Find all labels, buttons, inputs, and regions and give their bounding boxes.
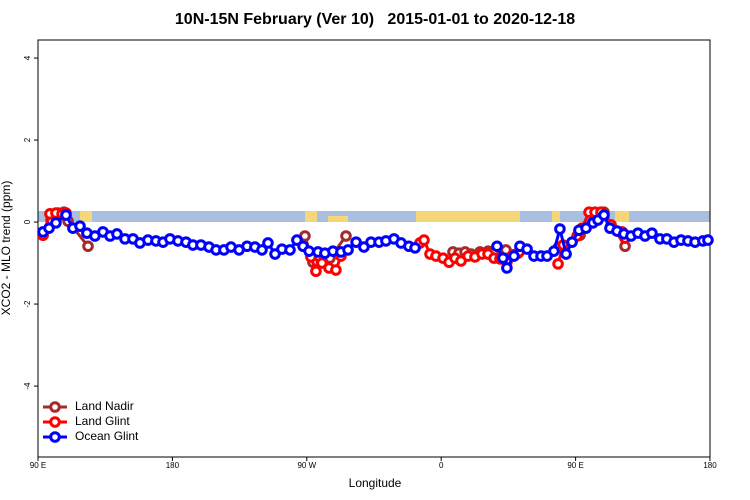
x-axis-label: Longitude — [349, 476, 402, 490]
data-point — [111, 228, 123, 240]
land-patch — [416, 211, 520, 222]
y-tick-label: -4 — [23, 382, 32, 390]
data-point — [256, 244, 268, 256]
chart-title: 10N-15N February (Ver 10) 2015-01-01 to … — [175, 11, 575, 28]
legend-marker — [49, 431, 61, 443]
legend-marker — [49, 416, 61, 428]
land-patch — [615, 211, 629, 222]
data-point — [508, 250, 520, 262]
x-tick-label: 90 E — [567, 461, 583, 470]
data-point — [342, 244, 354, 256]
data-point — [330, 264, 342, 276]
y-tick-label: 2 — [23, 137, 32, 142]
data-point — [566, 236, 578, 248]
x-tick-label: 90 E — [30, 461, 46, 470]
data-point — [552, 258, 564, 270]
legend-marker — [49, 401, 61, 413]
land-patch — [80, 211, 92, 222]
data-point — [497, 252, 509, 264]
x-tick-label: 0 — [439, 461, 444, 470]
data-point — [340, 230, 352, 242]
y-axis-label: XCO2 - MLO trend (ppm) — [0, 181, 13, 316]
land-patch — [328, 216, 348, 222]
data-point — [491, 240, 503, 253]
x-tick-label: 180 — [166, 461, 180, 470]
data-point — [60, 209, 72, 221]
data-point — [409, 242, 421, 254]
y-tick-label: 4 — [23, 55, 32, 60]
x-tick-label: 180 — [703, 461, 717, 470]
data-point — [310, 265, 322, 278]
data-point — [702, 234, 714, 246]
land-patch — [552, 211, 560, 222]
data-point — [82, 240, 94, 253]
data-point — [598, 209, 610, 221]
y-tick-label: -2 — [23, 300, 32, 308]
data-point — [303, 245, 315, 257]
data-point — [418, 234, 430, 246]
data-point — [50, 217, 62, 229]
data-point — [521, 243, 533, 255]
legend-label: Land Nadir — [75, 399, 134, 413]
y-tick-label: 0 — [23, 219, 32, 224]
data-point — [501, 262, 513, 274]
data-point — [646, 227, 658, 239]
data-point — [284, 244, 296, 256]
data-point — [560, 248, 572, 260]
data-point — [554, 223, 566, 235]
legend-label: Ocean Glint — [75, 429, 139, 443]
x-tick-label: 90 W — [297, 461, 316, 470]
data-point — [548, 245, 560, 257]
land-strip — [38, 211, 710, 222]
data-point — [262, 237, 274, 249]
plot-frame — [37, 39, 711, 458]
ocean-strip — [38, 211, 710, 222]
legend-label: Land Glint — [75, 414, 130, 428]
land-patch — [305, 211, 317, 222]
data-point — [74, 220, 86, 232]
data-point — [350, 236, 362, 248]
